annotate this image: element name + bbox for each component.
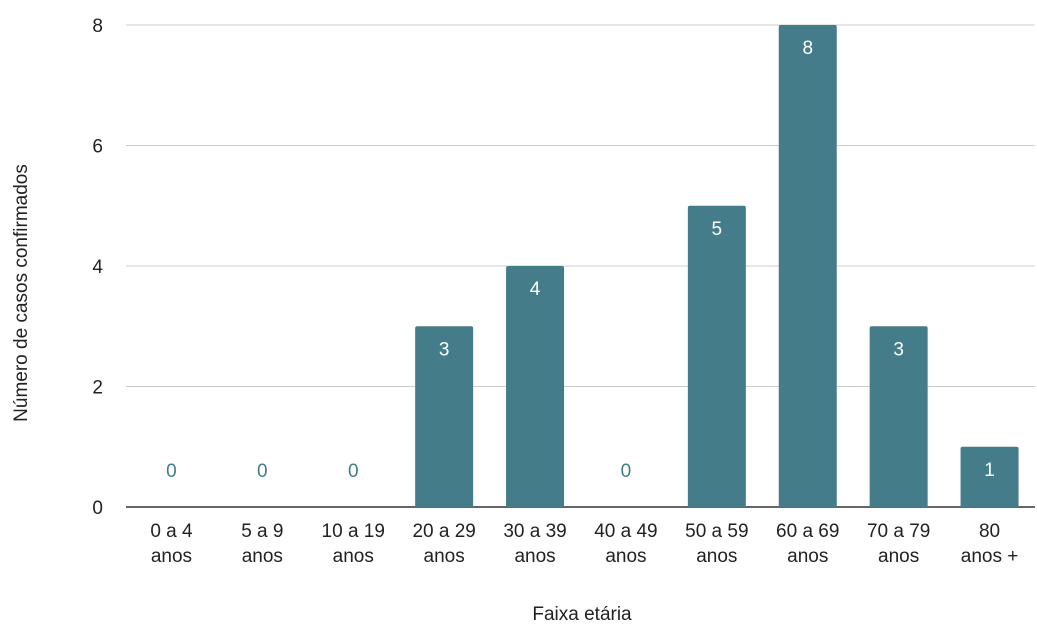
x-tick-label: anos [242,546,283,567]
x-tick-label: anos [787,546,828,567]
data-label: 0 [166,461,177,482]
x-tick-label: 60 a 69 [776,521,839,542]
bar [869,326,928,507]
y-tick-label: 2 [92,378,103,399]
y-axis-ticks: 0 2 4 6 8 [92,16,103,519]
data-label: 0 [348,461,359,482]
bar [687,205,746,507]
x-tick-label: 10 a 19 [322,521,385,542]
data-labels: 0 0 0 3 4 0 5 8 3 1 [166,38,995,482]
y-tick-label: 0 [92,498,103,519]
x-tick-label: anos [878,546,919,567]
data-label: 3 [439,339,450,360]
x-tick-label: 20 a 29 [412,521,475,542]
bar [506,266,565,507]
y-tick-label: 6 [92,137,103,158]
x-tick-label: 70 a 79 [867,521,930,542]
x-tick-label: 5 a 9 [241,521,283,542]
x-tick-label: anos [605,546,646,567]
x-axis-title: Faixa etária [532,604,632,624]
y-tick-label: 4 [92,257,103,278]
x-tick-label: anos [333,546,374,567]
data-label: 8 [802,38,813,59]
bars [415,25,1019,507]
bar [960,446,1019,507]
x-tick-label: anos [151,546,192,567]
x-tick-label: anos [424,546,465,567]
data-label: 0 [257,461,268,482]
data-label: 1 [984,460,995,481]
y-tick-label: 8 [92,16,103,37]
x-axis-categories: 0 a 4 anos 5 a 9 anos 10 a 19 anos 20 a 29 anos… [150,521,1018,567]
x-tick-label: anos + [961,546,1019,567]
data-label: 3 [893,339,904,360]
x-tick-label: anos [696,546,737,567]
x-tick-label: 80 [979,521,1000,542]
y-axis-title: Número de casos confirmados [11,164,32,422]
x-tick-label: anos [514,546,555,567]
data-label: 0 [621,461,632,482]
x-tick-label: 50 a 59 [685,521,748,542]
x-tick-label: 30 a 39 [503,521,566,542]
bar [415,326,474,507]
data-label: 5 [712,219,723,240]
x-tick-label: 0 a 4 [150,521,193,542]
data-label: 4 [530,279,541,300]
bar [778,25,837,507]
x-tick-label: 40 a 49 [594,521,657,542]
